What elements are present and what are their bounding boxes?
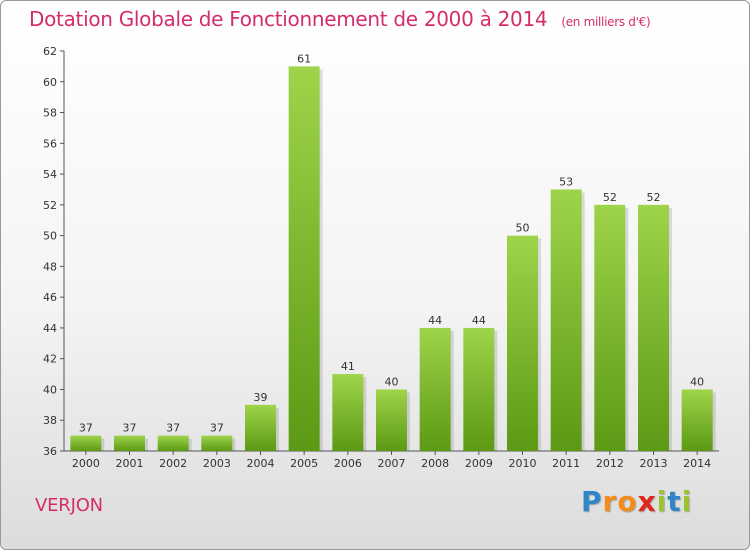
bar-value-label: 37 [123, 422, 137, 435]
y-tick-label: 46 [43, 291, 57, 304]
unit-note: (en milliers d'€) [561, 15, 651, 29]
y-tick-label: 36 [43, 445, 57, 458]
bar-value-label: 50 [516, 222, 530, 235]
x-tick-label: 2001 [116, 457, 144, 470]
bar-value-label: 61 [297, 52, 311, 65]
x-tick-label: 2003 [203, 457, 231, 470]
bar-value-label: 37 [166, 422, 180, 435]
x-tick-label: 2002 [159, 457, 187, 470]
bar-value-label: 44 [472, 314, 486, 327]
x-tick-label: 2009 [465, 457, 493, 470]
bar-2005 [288, 66, 320, 451]
bar-value-label: 37 [210, 422, 224, 435]
logo-letter: o [617, 485, 638, 518]
bar-value-label: 41 [341, 360, 355, 373]
bar-value-label: 40 [690, 375, 704, 388]
bar-2014 [681, 389, 713, 451]
x-tick-label: 2014 [683, 457, 711, 470]
bar-2003 [201, 435, 233, 451]
y-tick-label: 56 [43, 137, 57, 150]
bar-2010 [507, 235, 538, 451]
bar-2000 [70, 435, 102, 451]
bar-2004 [245, 404, 276, 451]
proxiti-logo: Proxiti [581, 485, 692, 518]
bar-2001 [114, 435, 145, 451]
bar-value-label: 40 [385, 375, 399, 388]
bar-2009 [463, 327, 495, 451]
logo-letter: x [637, 485, 657, 518]
bar-2006 [332, 374, 364, 451]
x-tick-label: 2000 [72, 457, 100, 470]
y-tick-label: 50 [43, 230, 57, 243]
chart-title: Dotation Globale de Fonctionnement de 20… [29, 7, 651, 31]
bar-value-label: 37 [79, 422, 93, 435]
y-tick-label: 38 [43, 414, 57, 427]
x-tick-label: 2008 [421, 457, 449, 470]
bar-value-label: 52 [647, 191, 661, 204]
bar-value-label: 52 [603, 191, 617, 204]
y-tick-label: 42 [43, 353, 57, 366]
y-tick-label: 54 [43, 168, 57, 181]
x-tick-label: 2013 [640, 457, 668, 470]
bar-value-label: 44 [428, 314, 442, 327]
x-tick-label: 2010 [509, 457, 537, 470]
bar-2012 [594, 204, 626, 451]
logo-letter: i [656, 485, 668, 518]
bar-2013 [638, 204, 669, 451]
y-tick-label: 52 [43, 199, 57, 212]
y-tick-label: 60 [43, 76, 57, 89]
logo-letter: P [581, 485, 603, 518]
logo-letter: t [667, 485, 682, 518]
bar-value-label: 39 [254, 391, 268, 404]
logo-letter: r [602, 485, 618, 518]
bar-value-label: 53 [559, 175, 573, 188]
y-tick-label: 44 [43, 322, 57, 335]
y-tick-label: 62 [43, 45, 57, 58]
x-tick-label: 2004 [247, 457, 275, 470]
x-tick-label: 2006 [334, 457, 362, 470]
commune-name: VERJON [35, 495, 103, 516]
x-tick-label: 2012 [596, 457, 624, 470]
y-tick-label: 48 [43, 260, 57, 273]
bar-2008 [419, 327, 451, 451]
logo-letter: i [681, 485, 693, 518]
chart-title-text: Dotation Globale de Fonctionnement de 20… [29, 7, 548, 31]
x-tick-label: 2007 [378, 457, 406, 470]
bar-2002 [157, 435, 189, 451]
y-tick-label: 40 [43, 383, 57, 396]
bar-2007 [376, 389, 407, 451]
x-tick-label: 2011 [552, 457, 580, 470]
x-tick-label: 2005 [290, 457, 318, 470]
y-tick-label: 58 [43, 107, 57, 120]
bar-2011 [550, 189, 582, 451]
